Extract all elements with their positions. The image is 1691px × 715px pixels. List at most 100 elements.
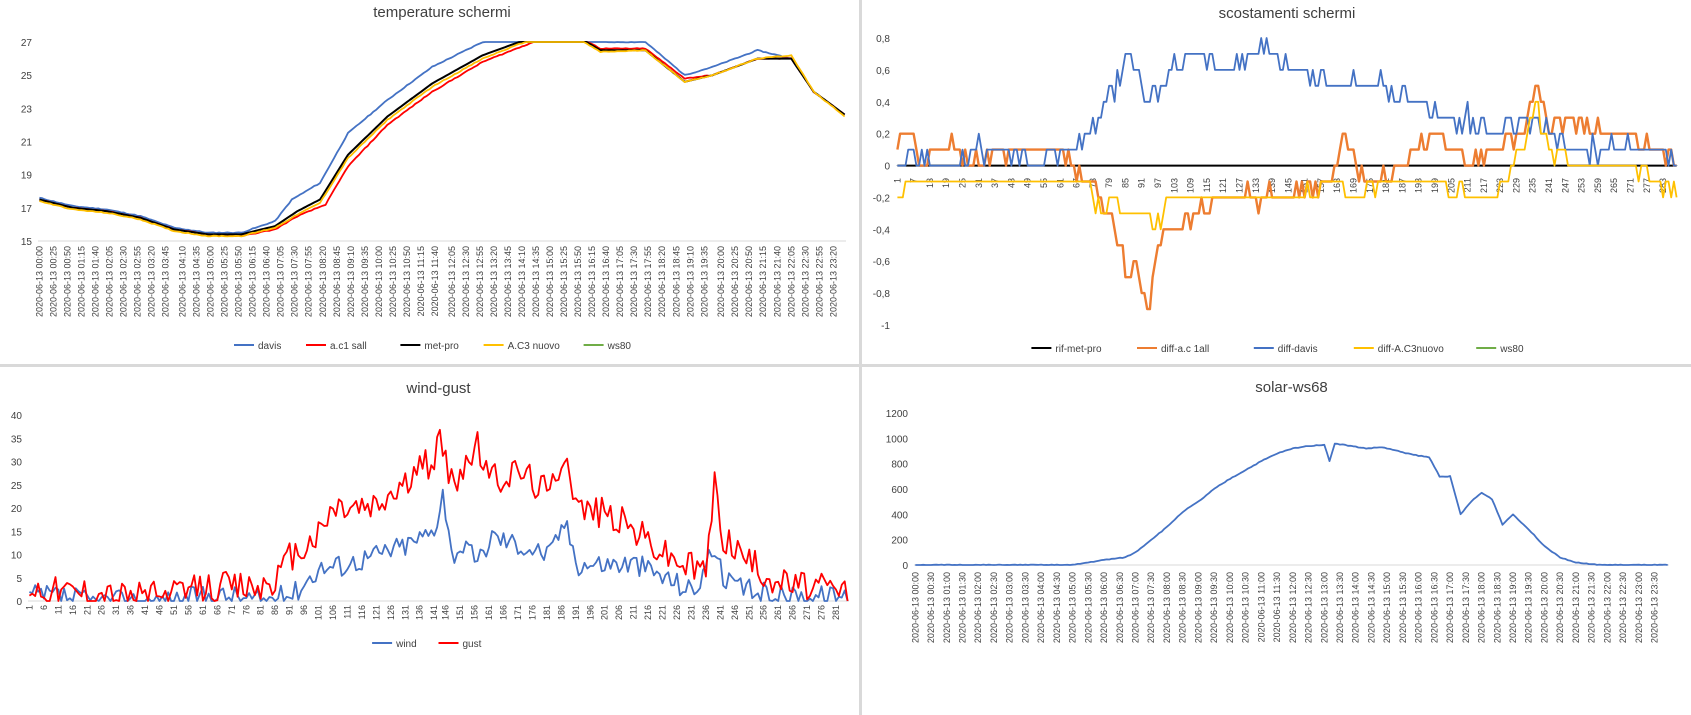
x-tick-label: 235	[1528, 178, 1538, 193]
x-tick-label: 127	[1234, 178, 1244, 193]
x-tick-label: 2020-06-13 10:30	[1241, 572, 1251, 643]
chart-title: solar-ws68	[1255, 379, 1328, 396]
legend-item: rif-met-pro	[1031, 344, 1102, 355]
x-tick-label: 19	[941, 178, 951, 188]
x-tick-label: 253	[1577, 178, 1587, 193]
x-tick-label: 2020-06-13 22:00	[1602, 572, 1612, 643]
x-tick-label: 2020-06-13 14:35	[531, 246, 541, 317]
legend-label: diff-A.C3nuovo	[1378, 344, 1444, 355]
y-tick-label: 1000	[886, 434, 909, 445]
x-tick-label: 2020-06-13 13:00	[1319, 572, 1329, 643]
legend-label: ws80	[607, 341, 632, 352]
x-tick-label: 2020-06-13 00:25	[48, 246, 58, 317]
x-tick-label: 2020-06-13 08:45	[332, 246, 342, 317]
legend-label: wind	[395, 639, 417, 650]
x-tick-label: 76	[241, 605, 251, 615]
x-tick-label: 2020-06-13 21:40	[772, 246, 782, 317]
x-tick-label: 2020-06-13 15:00	[545, 246, 555, 317]
x-tick-label: 91	[285, 605, 295, 615]
y-tick-label: 600	[891, 485, 908, 496]
x-tick-label: 31	[974, 178, 984, 188]
x-tick-label: 2020-06-13 14:10	[517, 246, 527, 317]
x-tick-label: 261	[773, 605, 783, 620]
legend-item: ws80	[583, 341, 632, 352]
x-tick-label: 2020-06-13 10:50	[402, 246, 412, 317]
x-tick-label: 2020-06-13 22:05	[786, 246, 796, 317]
x-tick-label: 73	[1088, 178, 1098, 188]
x-tick-label: 2020-06-13 12:30	[1304, 572, 1314, 643]
x-tick-label: 2020-06-13 22:30	[800, 246, 810, 317]
x-tick-label: 236	[701, 605, 711, 620]
x-tick-label: 2020-06-13 15:30	[1398, 572, 1408, 643]
x-tick-label: 97	[1153, 178, 1163, 188]
series-line-gust	[28, 428, 849, 602]
chart-panel-wind-gust: wind-gust 0 5 10 15 20 25 30 35 40 1 6 11 16 21 26 31 36 4…	[0, 367, 859, 715]
legend-label: ws80	[1499, 344, 1524, 355]
series-line-a-c3-nuovo	[39, 41, 846, 238]
x-tick-label: 187	[1397, 178, 1407, 193]
x-tick-label: 2020-06-13 13:30	[1335, 572, 1345, 643]
x-tick-label: 191	[571, 605, 581, 620]
x-tick-label: 2020-06-13 11:15	[416, 246, 426, 316]
x-tick-label: 66	[212, 605, 222, 615]
x-tick-label: 2020-06-13 09:30	[1209, 572, 1219, 643]
x-tick-label: 79	[1104, 178, 1114, 188]
x-tick-label: 67	[1072, 178, 1082, 188]
x-tick-label: 156	[470, 605, 480, 620]
x-tick-label: 2020-06-13 03:45	[161, 246, 171, 317]
x-tick-label: 121	[371, 605, 381, 620]
x-tick-label: 49	[1023, 178, 1033, 188]
x-tick-label: 2020-06-13 14:30	[1366, 572, 1376, 643]
x-tick-label: 2020-06-13 01:15	[76, 246, 86, 317]
x-tick-label: 2020-06-13 05:25	[220, 246, 230, 317]
x-tick-label: 2020-06-13 01:00	[942, 572, 952, 643]
x-tick-label: 2020-06-13 03:00	[1005, 572, 1015, 643]
x-tick-label: 2020-06-13 19:00	[1508, 572, 1518, 643]
x-tick-label: 247	[1560, 178, 1570, 193]
x-tick-label: 256	[759, 605, 769, 620]
y-tick-label: 40	[11, 411, 23, 422]
x-tick-label: 2020-06-13 09:00	[1193, 572, 1203, 643]
x-tick-label: 2020-06-13 17:30	[1461, 572, 1471, 643]
x-tick-label: 2020-06-13 08:00	[1162, 572, 1172, 643]
x-tick-label: 175	[1365, 178, 1375, 193]
x-tick-label: 2020-06-13 00:50	[62, 246, 72, 317]
x-tick-label: 11	[53, 605, 63, 614]
x-tick-label: 2020-06-13 15:00	[1382, 572, 1392, 643]
x-tick-label: 21	[82, 605, 92, 615]
y-tick-label: 20	[11, 504, 23, 515]
x-tick-label: 85	[1120, 178, 1130, 188]
x-tick-label: 2020-06-13 11:30	[1272, 572, 1282, 642]
series-line-davis	[39, 41, 846, 234]
x-tick-label: 2020-06-13 19:30	[1524, 572, 1534, 643]
x-tick-label: 251	[744, 605, 754, 620]
x-tick-label: 106	[328, 605, 338, 620]
series-line-diff-a-c3nuovo	[897, 100, 1678, 231]
y-tick-label: 200	[891, 536, 908, 547]
x-tick-label: 2020-06-13 18:20	[657, 246, 667, 317]
y-tick-label: 27	[21, 38, 33, 49]
x-tick-label: 2020-06-13 23:00	[1634, 572, 1644, 643]
x-tick-label: 2020-06-13 02:05	[105, 246, 115, 317]
y-tick-label: 23	[21, 104, 33, 115]
x-tick-label: 2020-06-13 12:30	[461, 246, 471, 317]
x-tick-label: 116	[357, 605, 367, 619]
x-tick-label: 139	[1267, 178, 1277, 193]
x-tick-label: 1	[24, 605, 34, 610]
x-tick-label: 176	[527, 605, 537, 620]
x-tick-label: 2020-06-13 10:00	[1225, 572, 1235, 643]
y-tick-label: 25	[21, 71, 33, 82]
x-tick-label: 2020-06-13 17:00	[1445, 572, 1455, 643]
x-tick-label: 2020-06-13 07:30	[290, 246, 300, 317]
x-tick-label: 2020-06-13 07:30	[1146, 572, 1156, 643]
x-tick-label: 2020-06-13 04:10	[177, 246, 187, 317]
x-tick-label: 2020-06-13 13:20	[489, 246, 499, 317]
x-tick-label: 41	[140, 605, 150, 615]
x-tick-label: 181	[542, 605, 552, 620]
x-tick-label: 91	[1137, 178, 1147, 188]
x-tick-label: 81	[256, 605, 266, 615]
legend-item: gust	[438, 639, 482, 650]
y-tick-label: 0,8	[876, 34, 890, 45]
x-tick-label: 2020-06-13 08:20	[318, 246, 328, 317]
chart-panel-temperature: temperature schermi 15 17 19 21 23 25 27 2020-06…	[0, 0, 859, 364]
